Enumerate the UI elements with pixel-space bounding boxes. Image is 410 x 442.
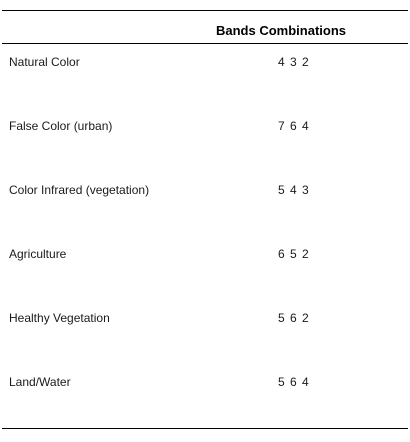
row-bands-cell: 7 6 4	[278, 119, 310, 133]
table-row: Healthy Vegetation 5 6 2	[2, 311, 408, 331]
table-body: Natural Color 4 3 2 False Color (urban) …	[2, 44, 408, 428]
row-bands-cell: 5 6 2	[278, 311, 310, 325]
table-row: Land/Water 5 6 4	[2, 375, 408, 395]
bottom-rule	[2, 428, 408, 429]
table-row: Color Infrared (vegetation) 5 4 3	[2, 183, 408, 203]
band-combinations-table: Bands Combinations Natural Color 4 3 2 F…	[2, 10, 408, 429]
row-name-cell: False Color (urban)	[9, 119, 113, 133]
table-row: False Color (urban) 7 6 4	[2, 119, 408, 139]
row-name-cell: Color Infrared (vegetation)	[9, 183, 150, 197]
row-bands-cell: 6 5 2	[278, 247, 310, 261]
table-row: Agriculture 6 5 2	[2, 247, 408, 267]
row-name-cell: Natural Color	[9, 55, 80, 69]
row-name-cell: Agriculture	[9, 247, 67, 261]
row-bands-cell: 4 3 2	[278, 55, 310, 69]
table-row: Natural Color 4 3 2	[2, 55, 408, 75]
row-bands-cell: 5 4 3	[278, 183, 310, 197]
column-header-bands-combinations: Bands Combinations	[216, 23, 347, 38]
row-name-cell: Healthy Vegetation	[9, 311, 110, 325]
row-name-cell: Land/Water	[9, 375, 71, 389]
table-header: Bands Combinations	[2, 11, 408, 43]
row-bands-cell: 5 6 4	[278, 375, 310, 389]
top-rule	[2, 10, 408, 11]
header-rule	[2, 43, 408, 44]
